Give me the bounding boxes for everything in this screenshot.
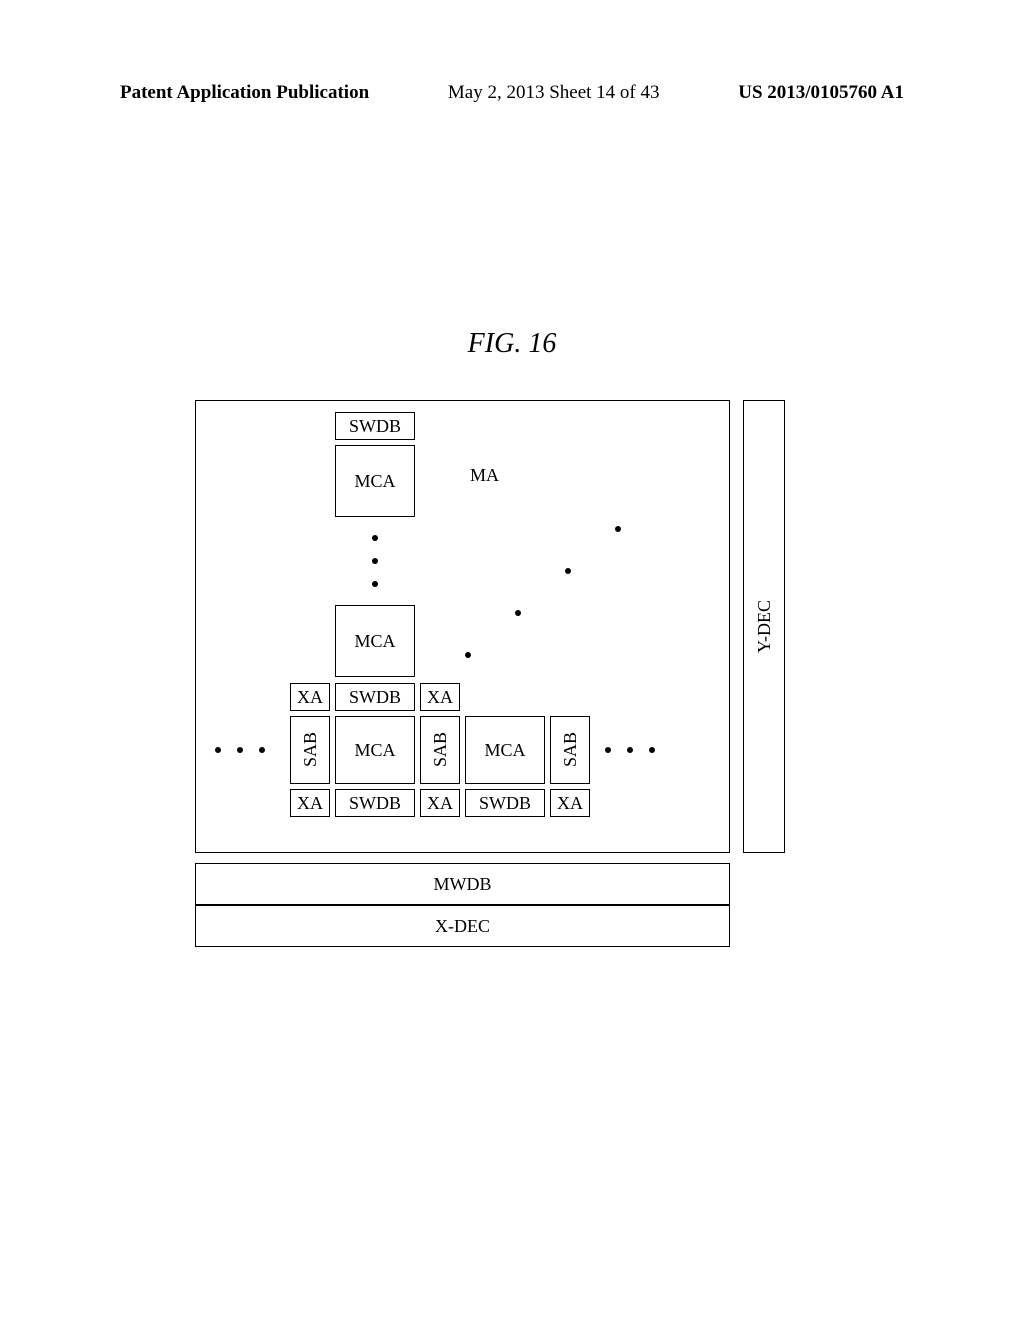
sab-3: SAB	[550, 716, 590, 784]
swdb-top: SWDB	[335, 412, 415, 440]
mca-top: MCA	[335, 445, 415, 517]
xa-label: XA	[427, 793, 453, 814]
mwdb-box: MWDB	[195, 863, 730, 905]
mca-mid: MCA	[335, 605, 415, 677]
page-header: Patent Application Publication May 2, 20…	[0, 82, 1024, 104]
xa-label: XA	[297, 687, 323, 708]
mca-row-2: MCA	[465, 716, 545, 784]
swdb-label-3: SWDB	[349, 793, 401, 814]
ydec-box: Y-DEC	[743, 400, 785, 853]
diagonal-dot	[615, 526, 621, 532]
xa-bot-1: XA	[290, 789, 330, 817]
swdb-label-4: SWDB	[479, 793, 531, 814]
continuation-dot	[215, 747, 221, 753]
ydec-label: Y-DEC	[754, 600, 775, 653]
swdb-label-2: SWDB	[349, 687, 401, 708]
sab-2: SAB	[420, 716, 460, 784]
header-right: US 2013/0105760 A1	[738, 82, 904, 104]
continuation-dot	[372, 581, 378, 587]
swdb-bot-2: SWDB	[465, 789, 545, 817]
swdb-mid: SWDB	[335, 683, 415, 711]
mca-label-1: MCA	[354, 471, 395, 492]
sab-label: SAB	[300, 732, 321, 767]
xdec-box: X-DEC	[195, 905, 730, 947]
continuation-dot	[605, 747, 611, 753]
header-center: May 2, 2013 Sheet 14 of 43	[448, 82, 660, 104]
continuation-dot	[627, 747, 633, 753]
continuation-dot	[372, 535, 378, 541]
continuation-dot	[237, 747, 243, 753]
xdec-label: X-DEC	[435, 916, 490, 937]
diagonal-dot	[565, 568, 571, 574]
swdb-bot-1: SWDB	[335, 789, 415, 817]
sab-label: SAB	[560, 732, 581, 767]
main-array-box	[195, 400, 730, 853]
continuation-dot	[372, 558, 378, 564]
sab-1: SAB	[290, 716, 330, 784]
xa-label: XA	[427, 687, 453, 708]
mca-row-1: MCA	[335, 716, 415, 784]
xa-bot-2: XA	[420, 789, 460, 817]
xa-bot-3: XA	[550, 789, 590, 817]
continuation-dot	[649, 747, 655, 753]
ma-label: MA	[470, 465, 499, 486]
mwdb-label: MWDB	[434, 874, 492, 895]
mca-label-2: MCA	[354, 631, 395, 652]
xa-mid-1: XA	[290, 683, 330, 711]
continuation-dot	[259, 747, 265, 753]
mca-label-3: MCA	[354, 740, 395, 761]
diagonal-dot	[515, 610, 521, 616]
diagonal-dot	[465, 652, 471, 658]
block-diagram: Y-DEC MWDB X-DEC SWDB MCA MA MCA XA SWDB…	[195, 400, 835, 960]
header-left: Patent Application Publication	[120, 82, 369, 104]
figure-title: FIG. 16	[0, 328, 1024, 360]
xa-label: XA	[557, 793, 583, 814]
swdb-label-1: SWDB	[349, 416, 401, 437]
sab-label: SAB	[430, 732, 451, 767]
mca-label-4: MCA	[484, 740, 525, 761]
xa-label: XA	[297, 793, 323, 814]
xa-mid-2: XA	[420, 683, 460, 711]
